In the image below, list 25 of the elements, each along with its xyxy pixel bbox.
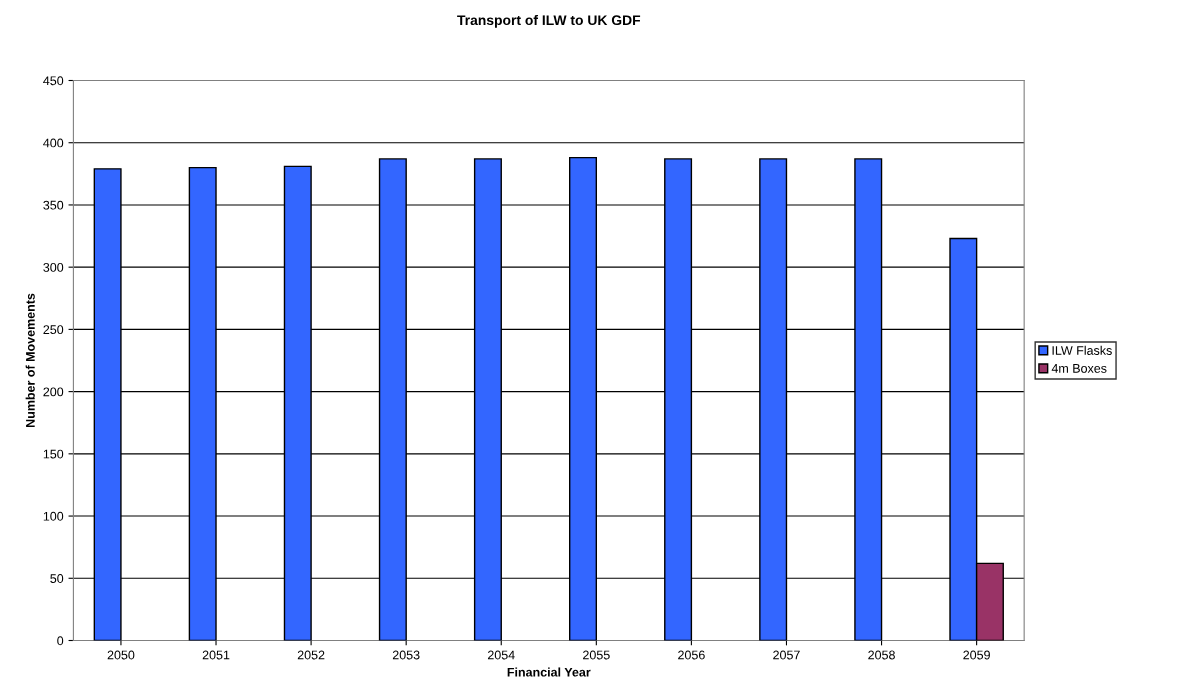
legend-label: ILW Flasks [1052, 345, 1112, 355]
y-tick-label: 100 [43, 511, 64, 521]
y-tick-label: 50 [50, 574, 64, 583]
y-tick-label: 150 [43, 449, 64, 459]
x-tick-label: 2058 [868, 650, 895, 660]
y-tick-label: 200 [43, 387, 64, 397]
y-tick-label: 350 [43, 200, 64, 210]
y-tick-label: 0 [57, 636, 64, 646]
x-tick-label: 2055 [583, 650, 610, 660]
y-tick-label: 250 [43, 325, 64, 335]
x-tick-label: 2051 [202, 650, 230, 660]
x-tick-label: 2056 [678, 650, 705, 660]
x-tick-label: 2057 [773, 650, 800, 660]
x-tick-label: 2054 [487, 650, 515, 660]
chart-title: Transport of ILW to UK GDF [457, 14, 641, 28]
legend-label: 4m Boxes [1051, 364, 1107, 373]
y-tick-label: 300 [43, 262, 64, 272]
x-axis-title: Financial Year [507, 667, 591, 677]
x-tick-label: 2059 [963, 650, 990, 660]
y-tick-label: 400 [43, 138, 64, 148]
y-tick-label: 450 [43, 76, 64, 86]
x-tick-label: 2053 [392, 650, 420, 660]
y-axis-title: Number of Movements [25, 293, 35, 428]
x-tick-label: 2050 [107, 650, 135, 660]
x-tick-label: 2052 [297, 650, 325, 660]
